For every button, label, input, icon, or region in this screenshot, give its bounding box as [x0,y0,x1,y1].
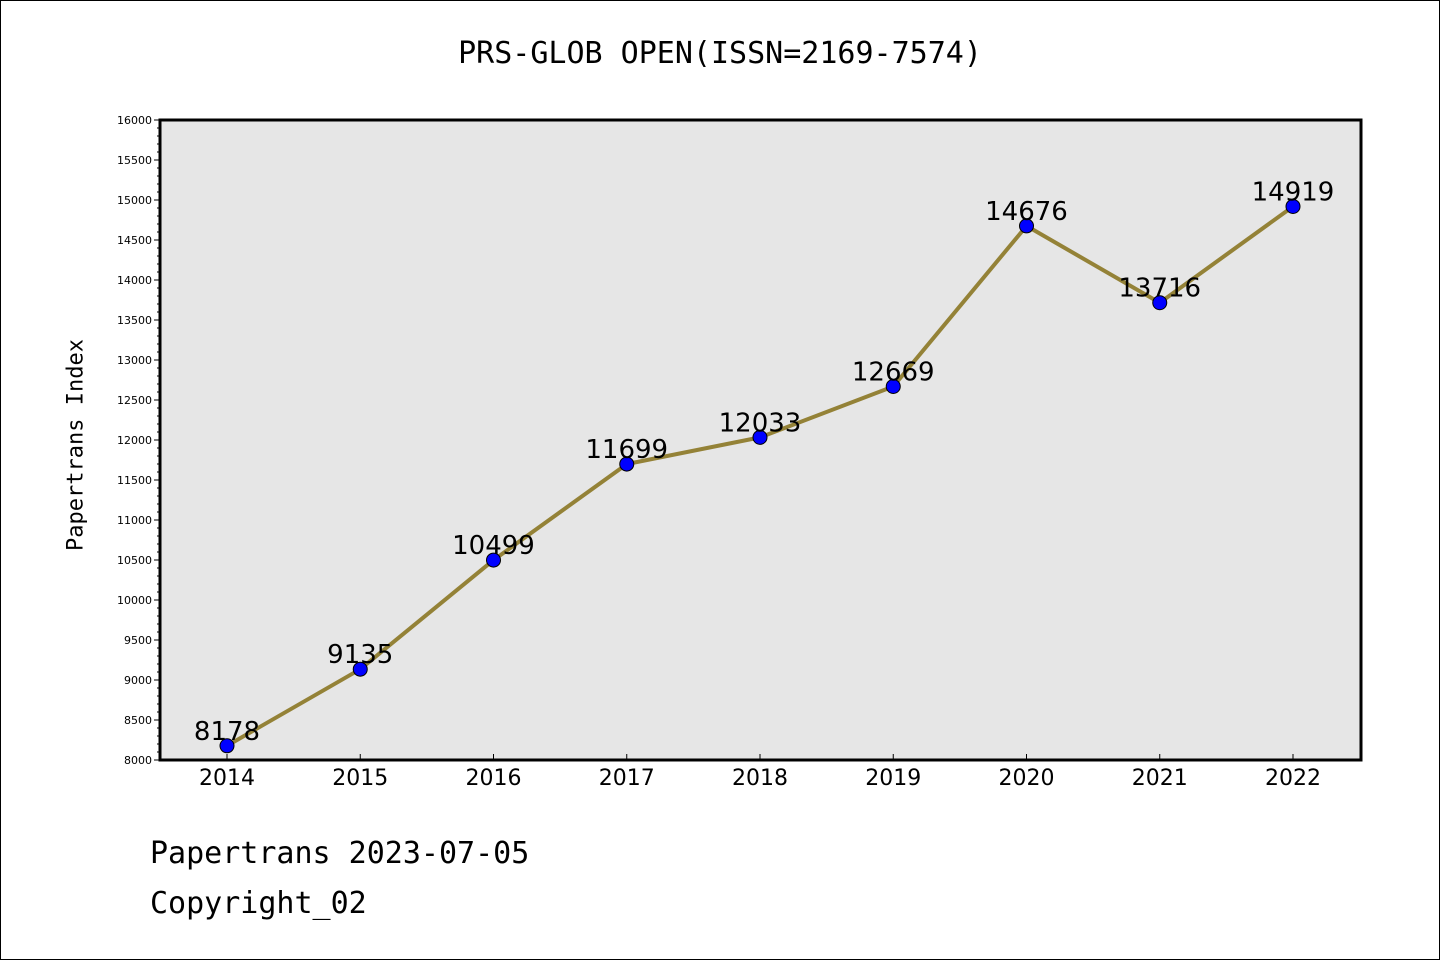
y-tick-label: 13000 [117,354,152,367]
data-label: 10499 [452,531,535,561]
x-tick-label: 2014 [199,766,255,791]
data-label: 14919 [1252,177,1335,207]
x-tick-label: 2016 [466,766,522,791]
y-tick-label: 15000 [117,194,152,207]
data-label: 9135 [327,640,393,670]
data-point [219,738,235,754]
y-tick-label: 14500 [117,234,152,247]
x-tick-label: 2020 [999,766,1055,791]
y-tick-label: 9500 [124,634,152,647]
data-point [1019,218,1034,234]
y-tick-label: 14000 [117,274,152,287]
y-tick-label: 12500 [117,394,152,407]
data-label: 12033 [719,408,802,438]
data-label: 8178 [194,717,260,747]
y-tick-label: 9000 [124,674,152,687]
y-tick-label: 13500 [117,314,152,327]
data-label: 14676 [985,197,1068,227]
data-point [352,661,368,677]
data-point [619,456,635,472]
data-label: 11699 [585,435,668,465]
y-tick-label: 10500 [117,554,152,567]
y-tick-label: 11500 [117,474,152,487]
data-label: 13716 [1118,274,1201,304]
x-tick-label: 2021 [1132,766,1188,791]
x-tick-label: 2019 [865,766,921,791]
x-tick-label: 2015 [332,766,388,791]
data-label: 12669 [852,357,935,387]
y-tick-label: 10000 [117,594,152,607]
footer-date: Papertrans 2023-07-05 [150,836,530,871]
x-tick-label: 2022 [1265,766,1321,791]
data-point [885,378,901,394]
footer-copyright: Copyright_02 [150,886,367,921]
data-point [1285,198,1301,214]
y-tick-label: 8500 [124,714,152,727]
x-tick-label: 2018 [732,766,788,791]
y-tick-label: 12000 [117,434,152,447]
y-tick-label: 16000 [117,114,152,127]
data-point [486,552,501,568]
data-point [752,429,768,445]
y-tick-label: 11000 [117,514,152,527]
data-point [1152,295,1168,311]
y-tick-label: 15500 [117,154,152,167]
chart-title: PRS-GLOB OPEN(ISSN=2169-7574) [458,36,982,71]
y-tick-label: 8000 [124,754,152,767]
plot-border [158,118,1363,762]
x-tick-label: 2017 [599,766,655,791]
